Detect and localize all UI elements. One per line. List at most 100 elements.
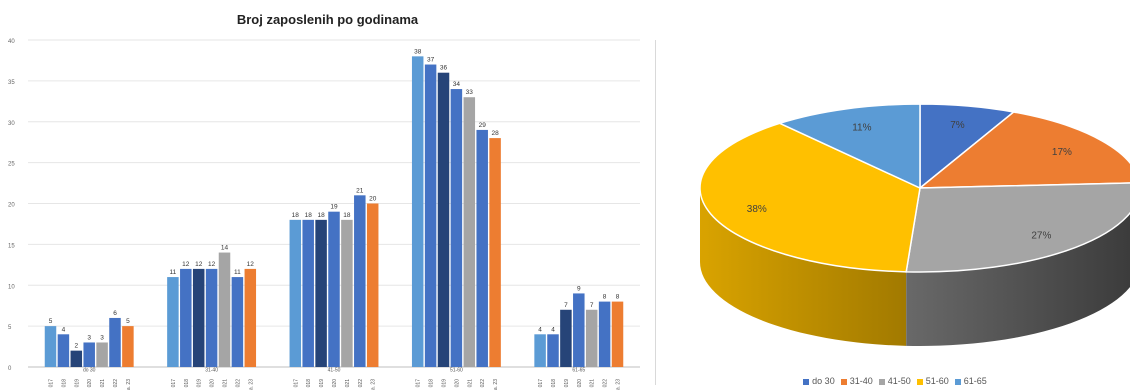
- bar: [425, 65, 437, 367]
- legend-item: 61-65: [955, 376, 987, 386]
- y-tick-label: 30: [8, 121, 15, 127]
- legend-item: do 30: [803, 376, 835, 386]
- y-tick-label: 10: [8, 284, 15, 290]
- x-tick-label: 018: [61, 379, 67, 388]
- x-tick-label: a. 23: [371, 379, 377, 390]
- x-tick-label: 020: [332, 379, 338, 388]
- bar: [122, 326, 133, 367]
- bar-value-label: 4: [551, 326, 555, 333]
- category-label: 31-40: [205, 368, 218, 374]
- bar: [476, 130, 488, 367]
- x-tick-label: 021: [467, 379, 473, 388]
- legend-label: 31-40: [850, 376, 873, 386]
- bar-value-label: 28: [491, 130, 499, 137]
- x-tick-label: 021: [345, 379, 351, 388]
- bar-value-label: 36: [440, 65, 448, 72]
- bar-value-label: 29: [479, 122, 487, 129]
- x-tick-label: 020: [577, 379, 583, 388]
- x-tick-label: a. 23: [616, 379, 622, 390]
- x-tick-label: 018: [306, 379, 312, 388]
- bar-value-label: 6: [113, 310, 117, 317]
- bar-value-label: 12: [182, 261, 190, 268]
- x-tick-label: 021: [100, 379, 106, 388]
- bar: [96, 342, 108, 367]
- bar: [547, 334, 559, 367]
- bar-value-label: 3: [100, 334, 104, 341]
- pie-slice-label: 7%: [950, 120, 965, 131]
- y-tick-label: 20: [8, 203, 15, 209]
- bar-value-label: 20: [369, 196, 377, 203]
- bar: [412, 56, 424, 367]
- category-label: 61-65: [572, 368, 585, 374]
- bar-value-label: 33: [466, 89, 474, 96]
- x-tick-label: 019: [442, 379, 448, 388]
- category-label: 51-60: [450, 368, 463, 374]
- bar: [302, 220, 314, 367]
- x-tick-label: a. 23: [126, 379, 132, 390]
- bar: [315, 220, 327, 367]
- bar: [464, 97, 476, 367]
- pie-slice-label: 38%: [747, 204, 767, 215]
- bar: [206, 269, 218, 367]
- x-tick-label: 017: [538, 379, 544, 388]
- bar: [109, 318, 121, 367]
- legend-item: 51-60: [917, 376, 949, 386]
- bar: [219, 253, 231, 367]
- legend-swatch: [879, 379, 885, 385]
- legend-swatch: [955, 379, 961, 385]
- bar: [232, 277, 244, 367]
- bar-value-label: 12: [195, 261, 203, 268]
- bar: [245, 269, 256, 367]
- legend-label: 61-65: [964, 376, 987, 386]
- x-tick-label: 017: [49, 379, 55, 388]
- y-tick-label: 0: [8, 366, 12, 372]
- x-tick-label: 020: [87, 379, 93, 388]
- y-tick-label: 25: [8, 162, 15, 168]
- bar: [367, 204, 379, 368]
- bar-value-label: 19: [330, 204, 338, 211]
- bar-value-label: 7: [564, 302, 568, 309]
- x-tick-label: 020: [210, 379, 216, 388]
- legend-label: do 30: [812, 376, 835, 386]
- x-tick-label: 017: [416, 379, 422, 388]
- bar-chart: 0510152025303540501740182019302030216022…: [0, 0, 655, 390]
- bar: [328, 212, 340, 367]
- bar-value-label: 14: [221, 245, 229, 252]
- x-tick-label: 021: [223, 379, 229, 388]
- x-tick-label: 022: [480, 379, 486, 388]
- bar: [45, 326, 57, 367]
- bar: [193, 269, 205, 367]
- x-tick-label: 018: [429, 379, 435, 388]
- bar: [83, 342, 95, 367]
- bar: [560, 310, 572, 367]
- bar: [71, 351, 83, 367]
- bar-value-label: 5: [49, 318, 53, 325]
- bar: [290, 220, 302, 367]
- x-tick-label: a. 23: [493, 379, 499, 390]
- bar: [341, 220, 353, 367]
- x-tick-label: 021: [590, 379, 596, 388]
- bar-value-label: 11: [234, 269, 241, 276]
- bar-value-label: 5: [126, 318, 130, 325]
- pie-chart: 7% 17% 27% 38% 11%: [660, 0, 1130, 390]
- bar: [354, 195, 366, 367]
- y-tick-label: 5: [8, 325, 12, 331]
- bar-value-label: 21: [356, 187, 364, 194]
- bar-value-label: 18: [292, 212, 300, 219]
- x-tick-label: 019: [74, 379, 80, 388]
- bar: [438, 73, 450, 367]
- bar-value-label: 18: [343, 212, 351, 219]
- bar: [489, 138, 501, 367]
- legend-swatch: [803, 379, 809, 385]
- pie-slice-label: 11%: [852, 122, 871, 133]
- pie-slice-label: 27%: [1031, 230, 1051, 241]
- x-tick-label: 019: [564, 379, 570, 388]
- bar-value-label: 34: [453, 81, 461, 88]
- legend-label: 51-60: [926, 376, 949, 386]
- category-label: do 30: [83, 368, 96, 374]
- pie-chart-panel: 7% 17% 27% 38% 11% do 30 31-40 41-50 51-60 61-65: [660, 0, 1130, 390]
- legend-item: 31-40: [841, 376, 873, 386]
- bar: [451, 89, 463, 367]
- bar: [612, 302, 624, 367]
- legend-swatch: [841, 379, 847, 385]
